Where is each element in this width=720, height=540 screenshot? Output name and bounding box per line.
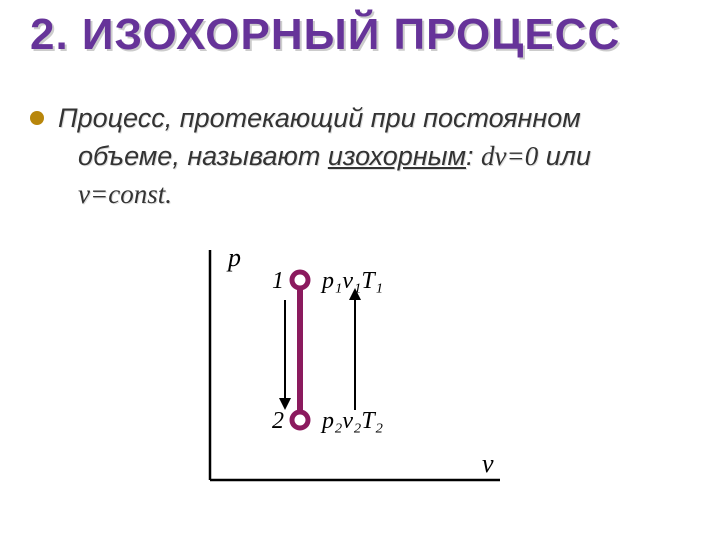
def-connector: или xyxy=(538,141,591,171)
def-line2-prefix: объеме, называют xyxy=(78,141,328,171)
def-term: изохорным xyxy=(328,141,466,171)
slide-title: 2. ИЗОХОРНЫЙ ПРОЦЕСС xyxy=(30,10,690,60)
def-line1: Процесс, протекающий при постоянном xyxy=(58,103,581,133)
definition-block: Процесс, протекающий при постоянном объе… xyxy=(30,100,690,213)
def-formula2: v=const. xyxy=(78,176,690,214)
bullet-icon xyxy=(30,111,44,125)
svg-text:2: 2 xyxy=(272,408,284,434)
pv-diagram: p v 1 2 p₁v₁T₁ p₂v₂T₂ xyxy=(170,240,550,510)
def-formula1: dv=0 xyxy=(481,141,538,171)
svg-text:p: p xyxy=(226,243,241,272)
svg-text:v: v xyxy=(482,449,494,478)
def-colon: : xyxy=(466,141,481,171)
svg-text:p₂v₂T₂: p₂v₂T₂ xyxy=(320,408,383,434)
svg-text:1: 1 xyxy=(272,268,284,294)
svg-text:p₁v₁T₁: p₁v₁T₁ xyxy=(320,268,383,294)
